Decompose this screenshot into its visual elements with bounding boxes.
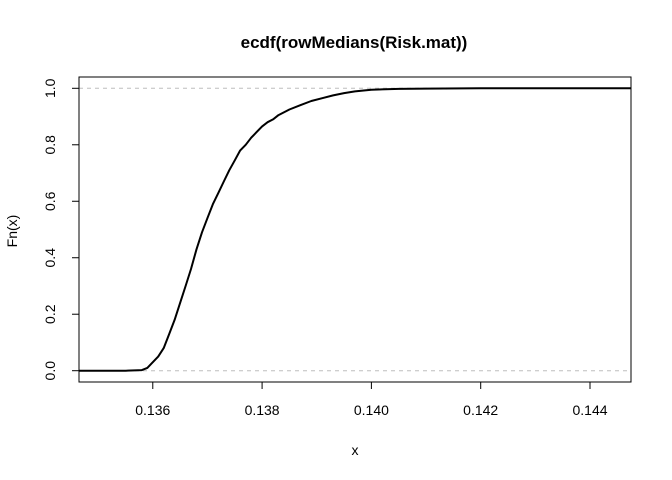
y-tick-label: 0.0 (42, 361, 58, 381)
y-tick-label: 0.2 (42, 304, 58, 324)
ecdf-line (79, 87, 631, 372)
x-tick-label: 0.138 (245, 402, 280, 418)
x-tick-label: 0.144 (572, 402, 607, 418)
plot-frame (78, 76, 632, 383)
chart-title: ecdf(rowMedians(Risk.mat)) (241, 33, 468, 52)
x-tick-label: 0.140 (354, 402, 389, 418)
y-tick-label: 0.6 (42, 191, 58, 211)
y-tick-label: 0.4 (42, 248, 58, 268)
y-axis-label: Fn(x) (4, 215, 20, 248)
x-tick-label: 0.142 (463, 402, 498, 418)
y-tick-label: 1.0 (42, 78, 58, 98)
x-axis-label: x (352, 442, 359, 458)
x-tick-label: 0.136 (135, 402, 170, 418)
y-tick-label: 0.8 (42, 135, 58, 155)
